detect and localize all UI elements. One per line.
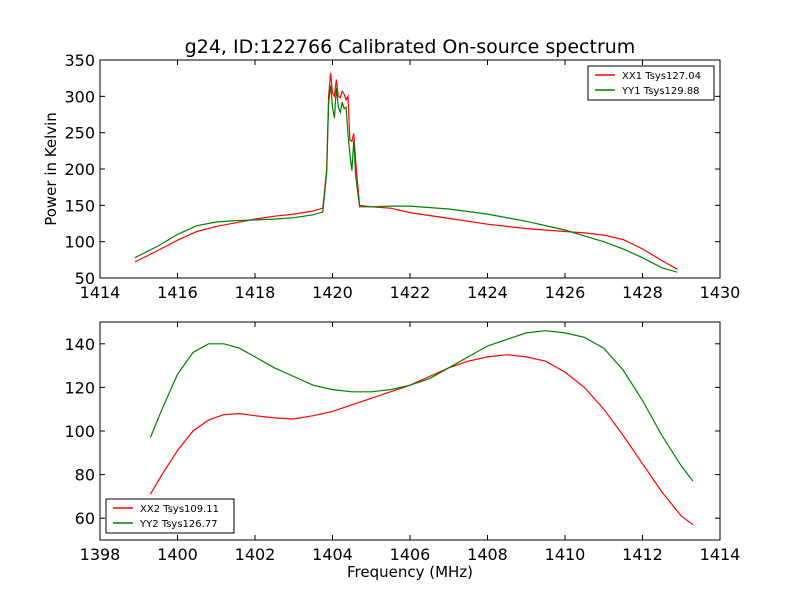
y-tick-label: 100 <box>64 233 95 252</box>
x-tick-label: 1406 <box>390 545 431 564</box>
x-tick-label: 1404 <box>312 545 353 564</box>
x-tick-label: 1430 <box>700 283 741 302</box>
y-tick-label: 250 <box>64 124 95 143</box>
legend-entry: YY2 Tsys126.77 <box>139 519 218 530</box>
y-tick-label: 100 <box>64 422 95 441</box>
y-tick-label: 50 <box>75 269 95 288</box>
x-tick-label: 1420 <box>312 283 353 302</box>
legend-entry: XX1 Tsys127.04 <box>622 71 701 82</box>
y-axis-label: Power in Kelvin <box>42 112 60 226</box>
legend-box <box>105 498 235 534</box>
x-tick-label: 1416 <box>157 283 198 302</box>
x-tick-label: 1426 <box>545 283 586 302</box>
legend: XX1 Tsys127.04 YY1 Tsys129.88 <box>587 65 715 101</box>
series-line-0-0 <box>134 73 678 270</box>
top-spectrum-panel: 1414 1416 1418 1420 1422 1424 1426 1428 1430 50 10… <box>42 51 740 302</box>
x-tick-label: 1402 <box>235 545 276 564</box>
x-tick-label: 1414 <box>80 283 121 302</box>
bottom-spectrum-panel: 1398 1400 1402 1404 1406 1408 1410 1412 1414 60 80… <box>64 321 741 581</box>
legend-box <box>587 65 715 101</box>
series-line-0-1 <box>134 85 678 273</box>
x-tick-label: 1412 <box>622 545 663 564</box>
y-tick-label: 150 <box>64 196 95 215</box>
y-tick-label: 80 <box>75 466 95 485</box>
y-tick-label: 300 <box>64 87 95 106</box>
y-tick-label: 120 <box>64 378 95 397</box>
x-tick-label: 1422 <box>390 283 431 302</box>
x-tick-label: 1410 <box>545 545 586 564</box>
x-tick-label: 1400 <box>157 545 198 564</box>
y-tick-label: 140 <box>64 335 95 354</box>
figure-title: g24, ID:122766 Calibrated On-source spec… <box>185 36 636 58</box>
y-tick-label: 350 <box>64 51 95 70</box>
x-tick-label: 1408 <box>467 545 508 564</box>
x-tick-label: 1424 <box>467 283 508 302</box>
x-axis-label: Frequency (MHz) <box>347 563 473 581</box>
y-tick-label: 200 <box>64 160 95 179</box>
x-tick-label: 1428 <box>622 283 663 302</box>
legend-entry: YY1 Tsys129.88 <box>621 86 700 97</box>
legend-entry: XX2 Tsys109.11 <box>140 504 219 515</box>
x-tick-label: 1418 <box>235 283 276 302</box>
legend: XX2 Tsys109.11 YY2 Tsys126.77 <box>105 498 235 534</box>
series-line-1-1 <box>149 330 694 482</box>
x-tick-label: 1398 <box>80 545 121 564</box>
y-tick-label: 60 <box>75 509 95 528</box>
x-tick-label: 1414 <box>700 545 741 564</box>
